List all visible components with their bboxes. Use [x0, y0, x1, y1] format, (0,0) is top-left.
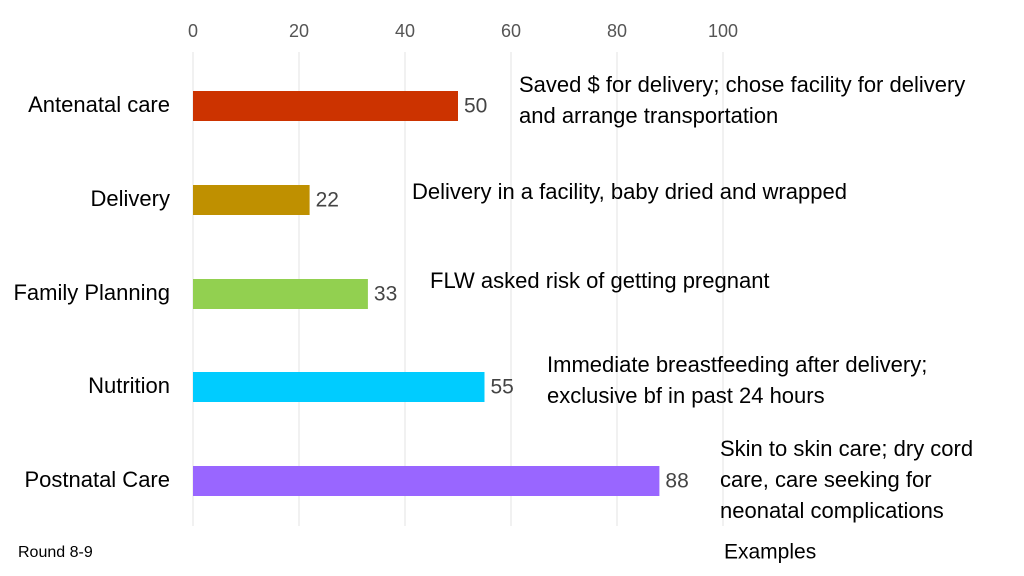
x-tick-label: 80 [607, 21, 627, 41]
category-label: Delivery [91, 186, 170, 211]
bar [193, 91, 458, 121]
value-label: 33 [374, 283, 397, 306]
category-label: Antenatal care [28, 92, 170, 117]
annotation: and arrange transportation [519, 103, 778, 128]
footnote: Round 8-9 [18, 544, 93, 561]
value-label: 50 [464, 95, 487, 118]
annotation: FLW asked risk of getting pregnant [430, 268, 770, 293]
bar [193, 372, 485, 402]
annotation: neonatal complications [720, 498, 944, 523]
category-label: Postnatal Care [24, 467, 170, 492]
value-label: 22 [316, 189, 339, 212]
annotation: care, care seeking for [720, 467, 932, 492]
annotation: Saved $ for delivery; chose facility for… [519, 72, 965, 97]
annotation: Immediate breastfeeding after delivery; [547, 352, 927, 377]
category-label: Family Planning [13, 280, 170, 305]
bar [193, 185, 310, 215]
value-label: 55 [491, 376, 514, 399]
x-tick-label: 100 [708, 21, 738, 41]
x-tick-label: 20 [289, 21, 309, 41]
x-tick-label: 40 [395, 21, 415, 41]
annotation: Delivery in a facility, baby dried and w… [412, 179, 847, 204]
x-tick-label: 0 [188, 21, 198, 41]
category-label: Nutrition [88, 373, 170, 398]
annotation-heading: Examples [724, 541, 816, 564]
bar [193, 466, 660, 496]
annotation: Skin to skin care; dry cord [720, 436, 973, 461]
x-tick-label: 60 [501, 21, 521, 41]
bar [193, 279, 368, 309]
value-label: 88 [665, 470, 688, 493]
annotation: exclusive bf in past 24 hours [547, 383, 825, 408]
